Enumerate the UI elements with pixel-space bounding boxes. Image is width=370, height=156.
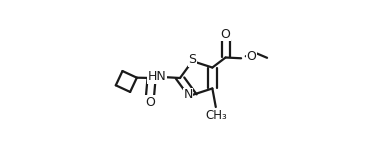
Text: S: S (188, 53, 196, 66)
Text: N: N (183, 88, 193, 101)
Text: HN: HN (148, 70, 166, 83)
Text: O: O (246, 50, 256, 63)
Text: O: O (221, 28, 231, 41)
Text: CH₃: CH₃ (205, 110, 227, 122)
Text: O: O (145, 96, 155, 109)
